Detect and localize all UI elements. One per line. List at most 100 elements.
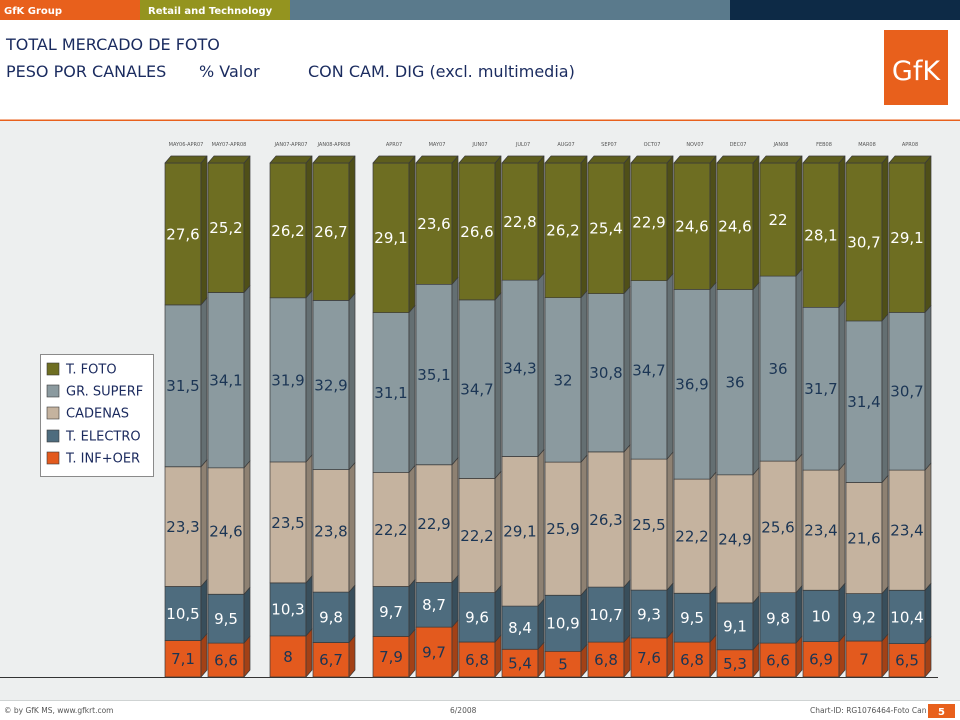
data-label-mar08-t-foto: 30,7 <box>847 233 880 251</box>
brand-label: GfK Group <box>4 6 62 17</box>
bar-may07-cadenas <box>415 464 453 583</box>
category-label-oct07: OCT07 <box>644 142 661 148</box>
data-label-nov07-t-foto: 24,6 <box>675 218 708 236</box>
bar-side-may07-apr08-t-electro <box>243 586 251 644</box>
bar-top-jun07 <box>458 155 502 164</box>
bar-side-apr08-cadenas <box>924 462 932 591</box>
header-strip <box>290 0 730 20</box>
bar-side-jan08-apr08-t-electro <box>348 584 356 643</box>
legend-label-t-electro: T. ELECTRO <box>65 430 141 445</box>
bar-apr08-t-electro <box>888 589 926 644</box>
data-label-jan08-gr-superf: 36 <box>768 360 787 378</box>
bar-top-aug07 <box>544 155 588 164</box>
bar-apr07-t-foto <box>372 162 410 313</box>
footer-copyright: © by GfK MS, www.gfkrt.com <box>4 706 114 715</box>
data-label-dec07-cadenas: 24,9 <box>718 530 751 548</box>
bar-apr07-t-electro <box>372 586 410 637</box>
bar-side-apr08-gr-superf <box>924 305 932 471</box>
data-label-may07-gr-superf: 35,1 <box>417 366 450 384</box>
data-label-sep07-t-foto: 25,4 <box>589 220 622 238</box>
data-label-jan08-t-electro: 9,8 <box>766 609 790 627</box>
bar-side-may06-apr07-t-foto <box>200 155 208 306</box>
legend-swatch-gr-superf <box>46 384 60 398</box>
bar-side-nov07-gr-superf <box>709 282 717 480</box>
bar-side-aug07-cadenas <box>580 454 588 596</box>
bar-apr07-cadenas <box>372 472 410 587</box>
footer-date: 6/2008 <box>450 706 477 715</box>
legend-swatch-t-inf-oer <box>46 451 60 465</box>
division-tab <box>140 0 290 20</box>
data-label-may07-apr08-gr-superf: 34,1 <box>209 372 242 390</box>
category-label-may07: MAY07 <box>429 142 446 148</box>
bar-side-may07-gr-superf <box>451 276 459 466</box>
bar-side-may07-apr08-cadenas <box>243 460 251 595</box>
bar-side-nov07-cadenas <box>709 471 717 594</box>
bar-side-jan08-gr-superf <box>795 268 803 462</box>
data-label-sep07-t-electro: 10,7 <box>589 606 622 624</box>
data-label-sep07-gr-superf: 30,8 <box>589 364 622 382</box>
bar-top-apr07 <box>372 155 416 164</box>
data-label-feb08-gr-superf: 31,7 <box>804 380 837 398</box>
data-label-nov07-t-inf-oer: 6,8 <box>680 651 704 669</box>
bar-side-may06-apr07-t-inf-oer <box>200 633 208 678</box>
bar-side-nov07-t-foto <box>709 155 717 290</box>
bar-top-feb08 <box>802 155 846 164</box>
bar-jan08-t-inf-oer <box>759 642 797 678</box>
bar-oct07-gr-superf <box>630 280 668 460</box>
bar-side-sep07-gr-superf <box>623 286 631 453</box>
bar-feb08-cadenas <box>802 469 840 591</box>
bar-side-dec07-cadenas <box>752 467 760 604</box>
category-labels: MAY06-APR07 MAY07-APR08 JAN07-APR07 JAN08-A… <box>169 142 919 148</box>
top-bar: GfK Group Retail and Technology <box>0 0 960 20</box>
category-label-apr08: APR08 <box>902 142 918 148</box>
data-label-feb08-t-foto: 28,1 <box>804 227 837 245</box>
bar-top-jul07 <box>501 155 545 164</box>
bar-dec07-gr-superf <box>716 289 754 476</box>
bar-side-oct07-t-electro <box>666 582 674 639</box>
bar-apr08-t-inf-oer <box>888 643 926 678</box>
data-label-jul07-t-electro: 8,4 <box>508 619 532 637</box>
data-label-apr08-t-electro: 10,4 <box>890 608 923 626</box>
bar-side-apr07-cadenas <box>408 465 416 587</box>
bar-feb08-gr-superf <box>802 306 840 471</box>
legend-box <box>40 354 154 477</box>
bar-jan07-apr07-t-inf-oer <box>269 635 307 678</box>
data-label-jun07-gr-superf: 34,7 <box>460 381 493 399</box>
bar-may06-apr07-t-foto <box>164 162 202 306</box>
bar-side-aug07-gr-superf <box>580 290 588 463</box>
data-label-oct07-t-foto: 22,9 <box>632 213 665 231</box>
bar-may07-apr08-gr-superf <box>207 292 245 469</box>
bar-side-jan08-cadenas <box>795 453 803 594</box>
page-number: 5 <box>938 707 945 718</box>
bar-side-jul07-t-electro <box>537 598 545 650</box>
bar-side-jun07-t-electro <box>494 585 502 643</box>
data-label-aug07-cadenas: 25,9 <box>546 520 579 538</box>
bar-side-jan07-apr07-gr-superf <box>305 290 313 463</box>
bar-nov07-t-electro <box>673 592 711 643</box>
bar-side-may06-apr07-gr-superf <box>200 297 208 468</box>
bar-jan07-apr07-t-electro <box>269 582 307 637</box>
bar-sep07-t-electro <box>587 586 625 643</box>
bar-nov07-cadenas <box>673 478 711 594</box>
bar-top-sep07 <box>587 155 631 164</box>
legend-label-cadenas: CADENAS <box>66 407 129 422</box>
bar-side-may07-cadenas <box>451 457 459 583</box>
data-label-apr08-t-foto: 29,1 <box>890 229 923 247</box>
bar-side-jun07-gr-superf <box>494 292 502 479</box>
data-labels: 7,1 10,5 23,3 31,5 27,6 6,6 9,5 24,6 34,1 25,2 8 10… <box>166 211 923 674</box>
bar-side-aug07-t-foto <box>580 155 588 299</box>
bar-side-feb08-t-foto <box>838 155 846 308</box>
bar-side-aug07-t-electro <box>580 587 588 652</box>
data-label-may06-apr07-t-foto: 27,6 <box>166 225 199 243</box>
data-label-may07-apr08-cadenas: 24,6 <box>209 522 242 540</box>
bar-side-apr07-gr-superf <box>408 305 416 473</box>
category-label-jan08: JAN08 <box>773 142 789 148</box>
bar-aug07-gr-superf <box>544 297 582 463</box>
data-label-jun07-cadenas: 22,2 <box>460 527 493 545</box>
bar-top-may07 <box>415 155 459 164</box>
bar-side-mar08-t-electro <box>881 586 889 642</box>
logo-box <box>884 30 948 105</box>
data-label-dec07-t-foto: 24,6 <box>718 218 751 236</box>
data-label-mar08-gr-superf: 31,4 <box>847 393 880 411</box>
